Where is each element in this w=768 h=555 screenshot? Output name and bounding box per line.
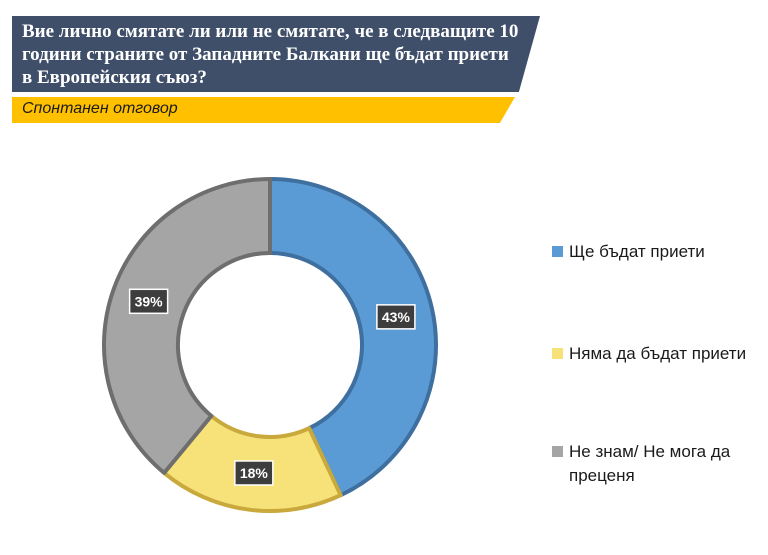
donut-slice-accepted: [268, 177, 438, 498]
legend-item-not-accepted: Няма да бъдат приети: [552, 342, 752, 366]
legend-item-accepted: Ще бъдат приети: [552, 240, 752, 264]
data-label-dont-know: 39%: [128, 288, 169, 315]
subtitle-banner: [12, 97, 515, 123]
data-label-accepted: 43%: [376, 304, 416, 330]
legend-swatch-not-accepted: [552, 348, 563, 359]
legend-swatch-dont-know: [552, 446, 563, 457]
title-banner: [12, 16, 540, 92]
legend-label-not-accepted: Няма да бъдат приети: [569, 344, 747, 363]
legend-label-accepted: Ще бъдат приети: [569, 242, 705, 261]
legend-swatch-accepted: [552, 246, 563, 257]
chart-title: Вие лично смятате ли или не смятате, че …: [22, 21, 519, 88]
svg-text:39%: 39%: [135, 293, 164, 309]
chart-subtitle: Спонтанен отговор: [22, 100, 178, 117]
svg-text:43%: 43%: [382, 309, 411, 325]
legend-item-dont-know: Не знам/ Не мога да преценя: [552, 440, 752, 488]
svg-text:18%: 18%: [240, 465, 269, 481]
data-label-not-accepted: 18%: [234, 460, 274, 486]
donut-slice-dont-know: [102, 177, 272, 475]
legend-label-dont-know: Не знам/ Не мога да преценя: [569, 442, 731, 485]
